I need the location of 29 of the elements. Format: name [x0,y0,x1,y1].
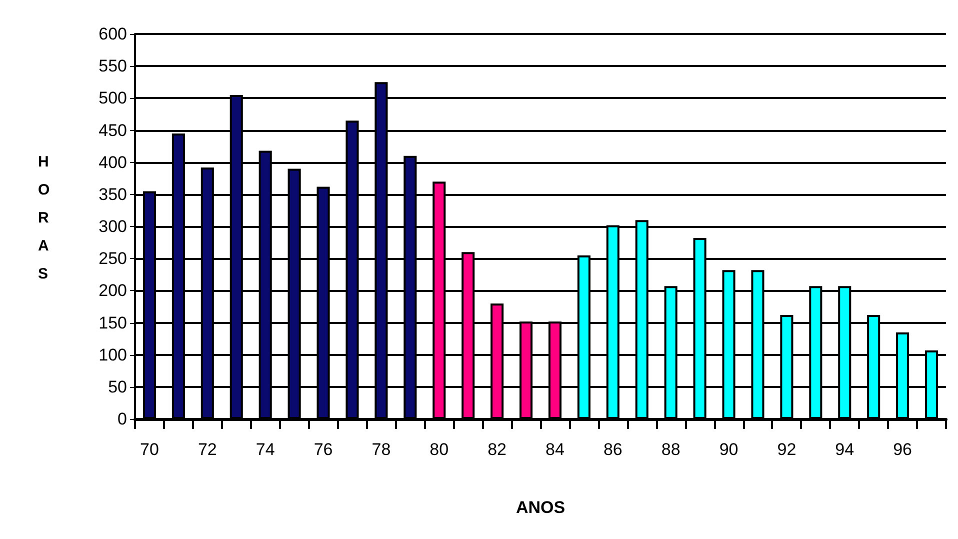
x-tick-label: 94 [835,440,854,459]
x-tick-label: 76 [314,440,333,459]
y-tick-label: 0 [118,410,127,428]
y-tick-label: 550 [98,56,127,76]
x-tick-label: 86 [603,440,622,459]
y-tick-label: 150 [98,313,127,332]
x-tick-label: 84 [546,440,564,459]
x-tick-label: 96 [893,440,912,459]
y-tick-label: 500 [98,88,127,108]
y-tick-label: 250 [98,249,127,268]
y-tick-label: 50 [108,377,127,396]
y-tick-label: 100 [98,345,127,364]
y-tick-label: 300 [98,217,127,236]
x-tick-label: 72 [198,440,217,459]
x-tick-label: 78 [372,440,391,459]
y-tick-label: 200 [98,281,127,300]
y-axis-title: HORAS [38,154,50,282]
x-tick-label: 82 [488,440,507,459]
y-tick-label: 400 [98,152,127,172]
y-tick-label: 350 [98,184,127,204]
x-tick-label: 90 [719,440,738,459]
x-tick-label: 80 [430,440,449,459]
x-axis-title: ANOS [516,498,566,517]
x-tick-label: 92 [777,440,796,459]
y-tick-label: 600 [98,24,127,44]
x-tick-label: 74 [256,440,275,459]
y-tick-label: 450 [98,120,127,140]
x-tick-label: 88 [661,440,680,459]
x-tick-label: 70 [140,440,159,459]
